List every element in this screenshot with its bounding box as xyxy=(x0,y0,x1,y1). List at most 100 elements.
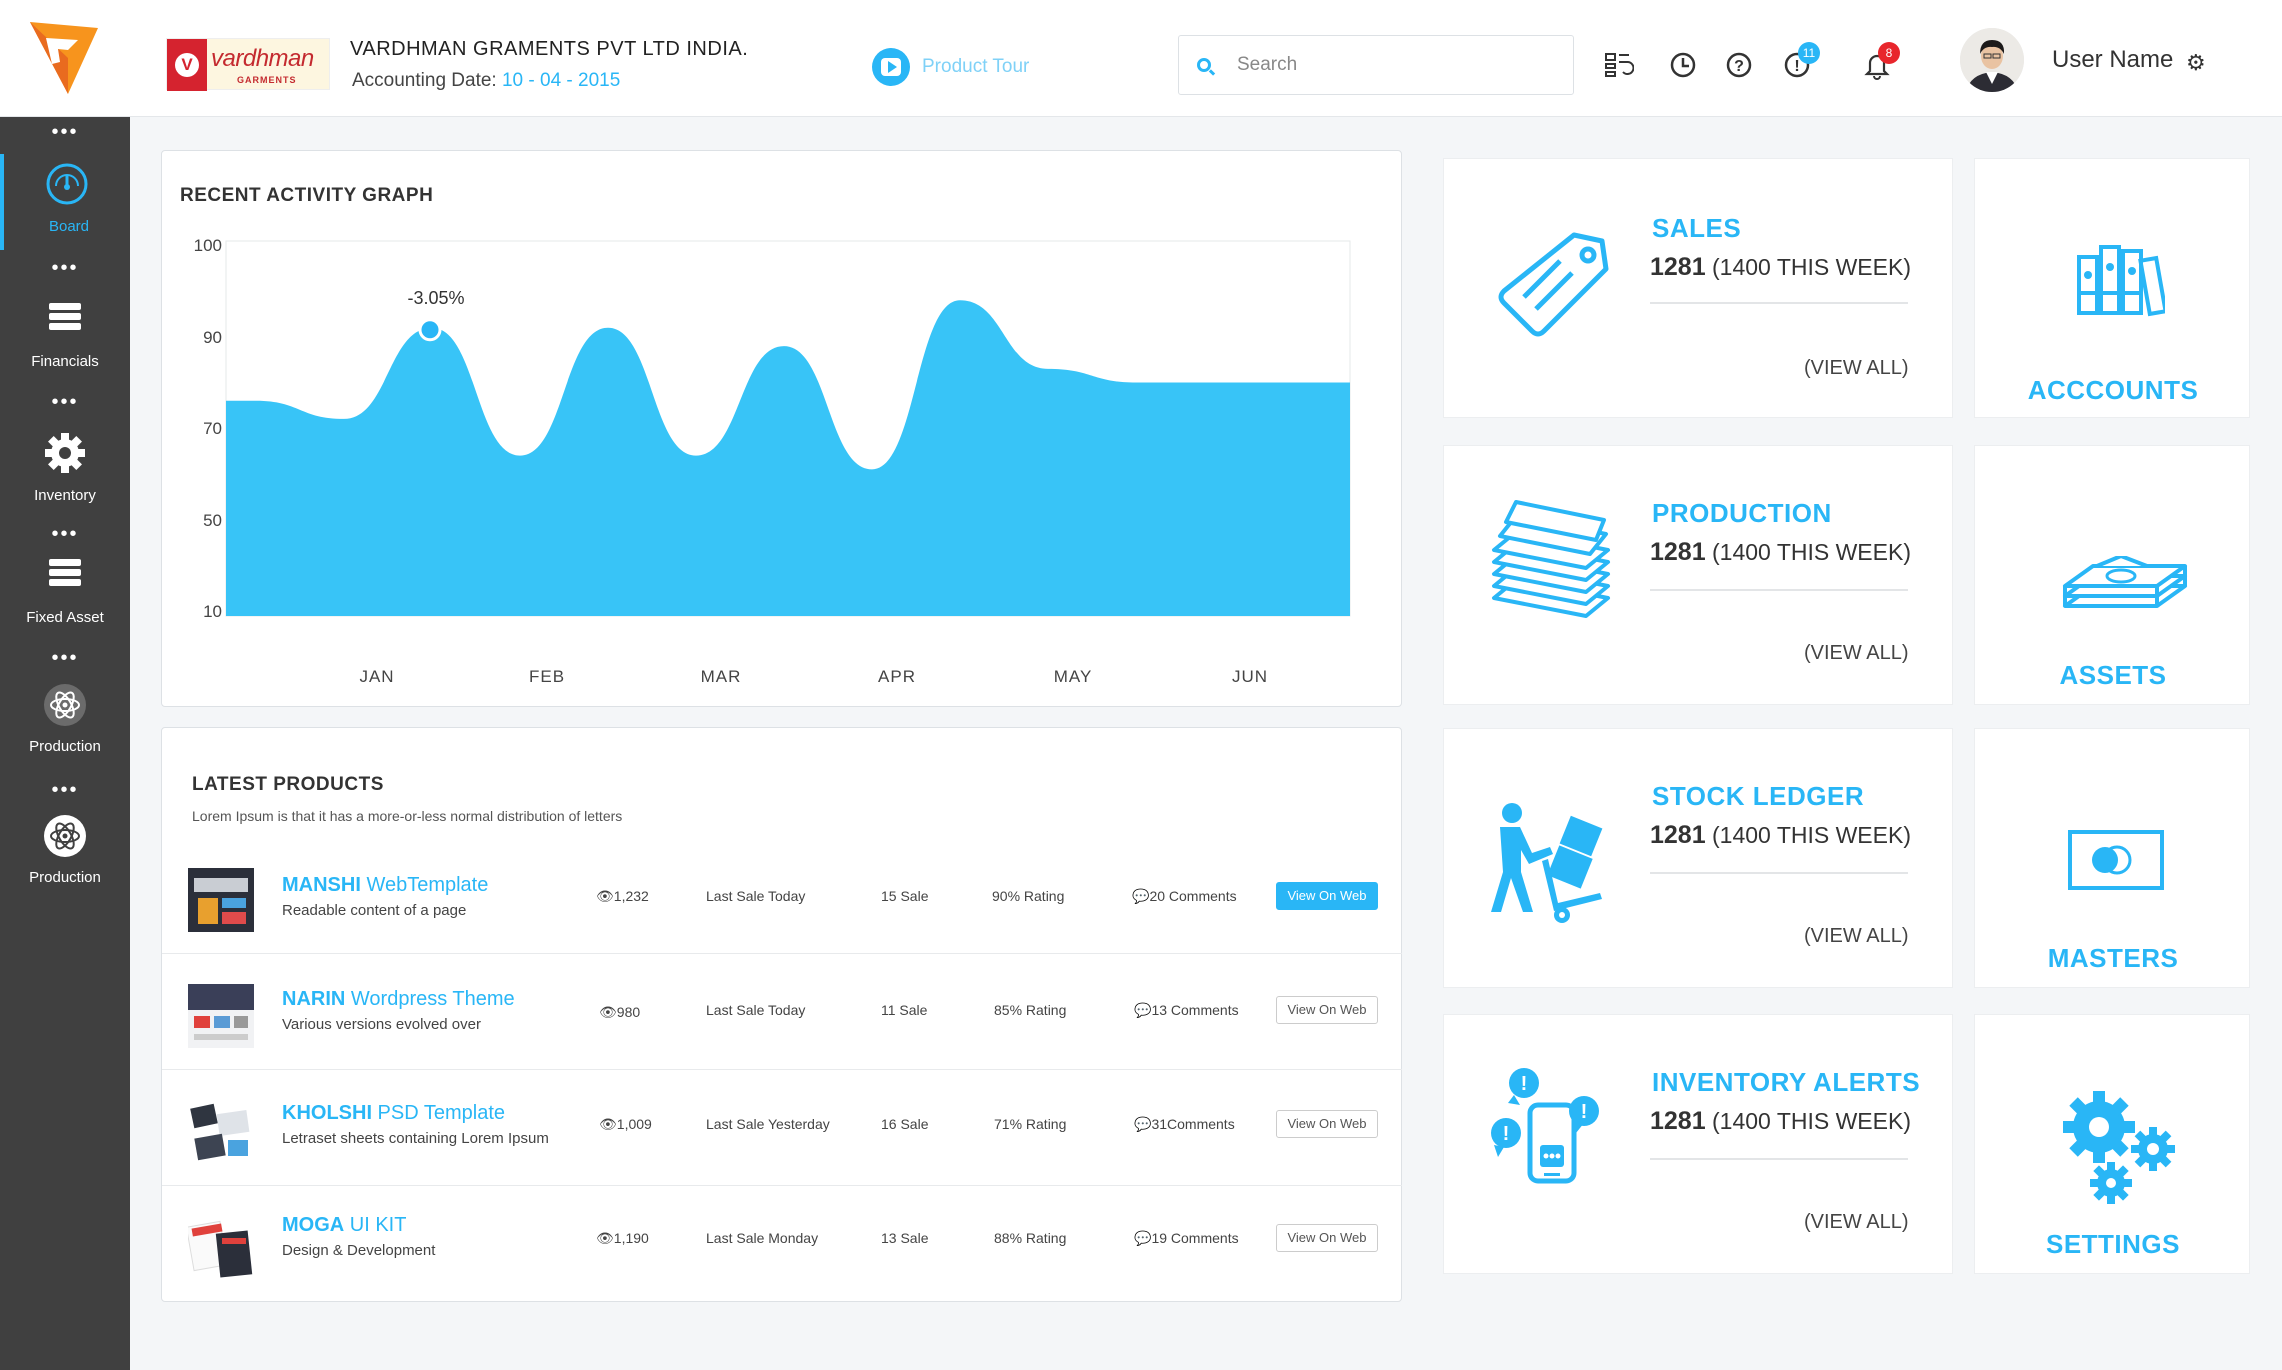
separator-dots: ••• xyxy=(51,523,79,545)
settings-tile[interactable]: SETTINGS xyxy=(1974,1014,2250,1274)
divider xyxy=(1650,302,1908,304)
svg-text:!: ! xyxy=(1581,1101,1588,1123)
view-on-web-button[interactable]: View On Web xyxy=(1276,996,1378,1024)
card-count: 1281 (1400 THIS WEEK) xyxy=(1650,538,1911,566)
masters-tile[interactable]: MASTERS xyxy=(1974,728,2250,988)
comments-count[interactable]: 💬19 Comments xyxy=(1134,1230,1239,1246)
product-thumbnail[interactable] xyxy=(188,868,254,932)
x-tick-label: JAN xyxy=(359,667,395,686)
product-description: Readable content of a page xyxy=(282,902,467,919)
comment-icon: 💬 xyxy=(1134,1116,1152,1132)
history-icon[interactable] xyxy=(1668,50,1698,80)
sales-count: 11 Sale xyxy=(881,1002,928,1018)
view-all-link[interactable]: (VIEW ALL) xyxy=(1804,1211,1909,1233)
svg-text:!: ! xyxy=(1521,1073,1528,1095)
product-thumbnail[interactable] xyxy=(188,984,254,1048)
hand-truck-delivery-icon xyxy=(1491,803,1603,923)
comments-count[interactable]: 💬31Comments xyxy=(1134,1116,1235,1132)
view-on-web-button[interactable]: View On Web xyxy=(1276,882,1378,910)
notifications-badge: 8 xyxy=(1878,42,1900,64)
gear-icon xyxy=(45,433,85,473)
latest-products-title: LATEST PRODUCTS xyxy=(192,774,384,795)
card-count: 1281 (1400 THIS WEEK) xyxy=(1650,821,1911,849)
user-name[interactable]: User Name xyxy=(2052,46,2174,73)
divider xyxy=(1650,872,1908,874)
sidebar-item-inventory[interactable]: Inventory xyxy=(0,423,130,519)
y-tick-label: 10 xyxy=(203,602,222,621)
rating: 71% Rating xyxy=(994,1116,1067,1132)
comments-count[interactable]: 💬13 Comments xyxy=(1134,1002,1239,1018)
sidebar-item-label: Production xyxy=(29,869,101,886)
view-all-link[interactable]: (VIEW ALL) xyxy=(1804,357,1909,379)
sidebar-item-financials[interactable]: Financials xyxy=(0,289,130,385)
stock-ledger-card[interactable]: STOCK LEDGER 1281 (1400 THIS WEEK) (VIEW… xyxy=(1443,728,1953,988)
comment-icon: 💬 xyxy=(1134,1002,1152,1018)
view-all-link[interactable]: (VIEW ALL) xyxy=(1804,925,1909,947)
x-tick-label: APR xyxy=(878,667,916,686)
rating: 90% Rating xyxy=(992,888,1065,904)
product-thumbnail[interactable] xyxy=(188,1100,254,1164)
gears-icon xyxy=(2063,1091,2175,1204)
company-logo-text: vardhman xyxy=(211,45,314,72)
activity-annotation-label: -3.05% xyxy=(407,288,464,308)
view-on-web-button[interactable]: View On Web xyxy=(1276,1224,1378,1252)
x-tick-label: MAY xyxy=(1053,667,1093,686)
assets-tile[interactable]: ASSETS xyxy=(1974,445,2250,705)
sidebar-item-label: Fixed Asset xyxy=(26,609,104,626)
sales-card[interactable]: SALES 1281 (1400 THIS WEEK) (VIEW ALL) xyxy=(1443,158,1953,418)
last-sale: Last Sale Monday xyxy=(706,1230,819,1246)
rating: 85% Rating xyxy=(994,1002,1067,1018)
product-name-link[interactable]: KHOLSHI PSD Template xyxy=(282,1102,505,1125)
view-all-link[interactable]: (VIEW ALL) xyxy=(1804,642,1909,664)
divider xyxy=(1650,1158,1908,1160)
last-sale: Last Sale Today xyxy=(706,1002,806,1018)
product-tour-link[interactable]: Product Tour xyxy=(872,48,1029,86)
sales-count: 13 Sale xyxy=(881,1230,929,1246)
card-title: SALES xyxy=(1652,213,1742,243)
app-logo[interactable] xyxy=(22,18,104,100)
search-input[interactable] xyxy=(1237,50,1557,80)
y-tick-label: 70 xyxy=(203,419,222,438)
x-tick-label: MAR xyxy=(700,667,742,686)
product-name-link[interactable]: MANSHI WebTemplate xyxy=(282,874,488,897)
product-name-link[interactable]: NARIN Wordpress Theme xyxy=(282,988,515,1011)
sidebar-item-label: Financials xyxy=(31,353,99,370)
cash-stack-icon xyxy=(2063,556,2187,608)
help-icon[interactable]: ? xyxy=(1724,50,1754,80)
sidebar-item-label: Board xyxy=(48,218,90,235)
search-box[interactable] xyxy=(1178,35,1574,95)
comments-count[interactable]: 💬20 Comments xyxy=(1132,888,1237,904)
user-settings-gear-icon[interactable]: ⚙ xyxy=(2186,50,2206,75)
inventory-alerts-card[interactable]: !!! INVENTORY ALERTS 1281 (1400 THIS WEE… xyxy=(1443,1014,1953,1274)
company-logo-sub: GARMENTS xyxy=(237,75,297,85)
production-card[interactable]: PRODUCTION 1281 (1400 THIS WEEK) (VIEW A… xyxy=(1443,445,1953,705)
binders-icon xyxy=(2077,245,2165,317)
accounting-date-value[interactable]: 10 - 04 - 2015 xyxy=(501,70,621,91)
alerts-button[interactable]: ! 11 xyxy=(1782,42,1820,80)
last-sale: Last Sale Today xyxy=(706,888,806,904)
views-count: 👁1,232 xyxy=(596,888,649,904)
x-tick-label: JUN xyxy=(1231,667,1269,686)
table-row: KHOLSHI PSD Template Letraset sheets con… xyxy=(162,1070,1402,1186)
report-icon[interactable] xyxy=(1604,50,1634,80)
card-count: 1281 (1400 THIS WEEK) xyxy=(1650,253,1911,281)
product-brand: MANSHI xyxy=(282,874,361,896)
sidebar-item-label: Inventory xyxy=(34,487,96,504)
view-on-web-button[interactable]: View On Web xyxy=(1276,1110,1378,1138)
activity-annotation-point[interactable] xyxy=(418,318,442,342)
sidebar-item-production-2[interactable]: Production xyxy=(0,805,130,901)
eye-icon: 👁 xyxy=(599,1116,617,1132)
sidebar-item-fixed-asset[interactable]: Fixed Asset xyxy=(0,545,130,641)
avatar[interactable] xyxy=(1960,28,2024,92)
separator-dots: ••• xyxy=(51,121,79,143)
card-title: PRODUCTION xyxy=(1652,498,1832,528)
product-name-link[interactable]: MOGA UI KIT xyxy=(282,1214,406,1237)
company-logo: V vardhman GARMENTS xyxy=(166,38,330,91)
product-thumbnail[interactable] xyxy=(188,1216,254,1280)
accounts-tile[interactable]: ACCCOUNTS xyxy=(1974,158,2250,418)
sidebar-item-board[interactable]: Board xyxy=(0,154,130,250)
alert-icon: ! xyxy=(1784,52,1810,78)
notifications-button[interactable]: 8 xyxy=(1862,42,1900,80)
sidebar-item-production[interactable]: Production xyxy=(0,674,130,770)
product-description: Design & Development xyxy=(282,1242,436,1259)
